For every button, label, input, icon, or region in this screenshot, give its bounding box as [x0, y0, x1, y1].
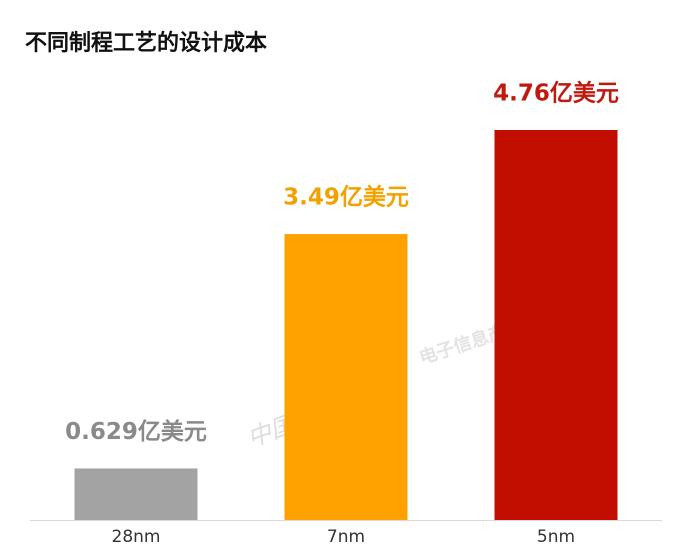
bar [284, 234, 408, 520]
x-tick-label: 7nm [327, 527, 365, 547]
x-tick-label: 28nm [112, 527, 161, 547]
bar [74, 468, 198, 520]
bar [494, 130, 618, 520]
x-tick-label: 5nm [537, 527, 575, 547]
chart-title: 不同制程工艺的设计成本 [25, 30, 267, 56]
value-label: 0.629亿美元 [65, 418, 207, 445]
value-label: 4.76亿美元 [493, 80, 619, 107]
value-label: 3.49亿美元 [283, 184, 409, 211]
